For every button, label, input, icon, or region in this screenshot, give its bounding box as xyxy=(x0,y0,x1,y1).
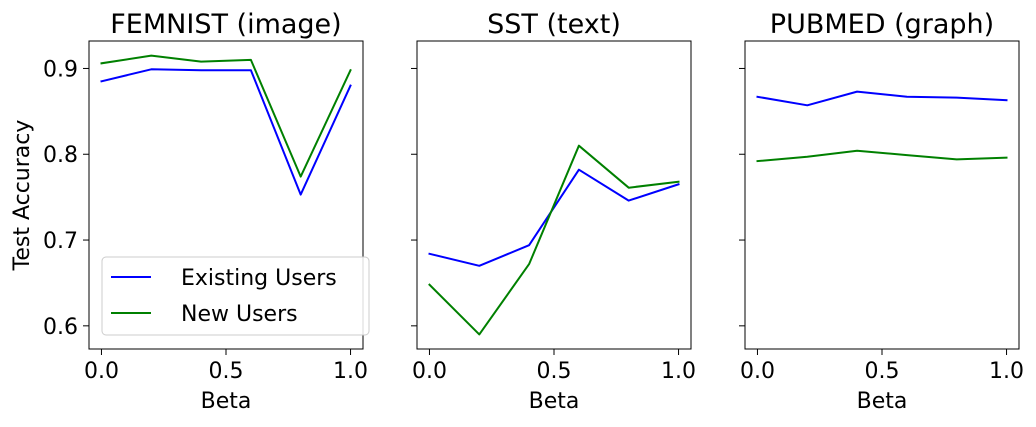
legend-box xyxy=(101,256,370,336)
x-tick-label-panel-2: 1.0 xyxy=(661,359,696,384)
y-tick-label: 0.6 xyxy=(43,315,78,340)
series-line-existing-users-panel-1 xyxy=(100,68,352,196)
panel-title-1: FEMNIST (image) xyxy=(110,9,341,40)
x-tick-label-panel-2: 0.0 xyxy=(412,359,447,384)
panel-title-2: SST (text) xyxy=(487,9,621,40)
series-line-new-users-panel-1 xyxy=(100,54,352,178)
x-tick-label-panel-1: 0.5 xyxy=(209,359,244,384)
y-tick-label: 0.8 xyxy=(43,143,78,168)
series-line-existing-users-panel-2 xyxy=(428,168,680,267)
x-axis-label-panel-1: Beta xyxy=(201,389,252,414)
series-line-new-users-panel-2 xyxy=(428,144,680,336)
series-line-new-users-panel-3 xyxy=(756,149,1008,163)
x-tick-label-panel-3: 1.0 xyxy=(989,359,1024,384)
legend-label-existing-users: Existing Users xyxy=(181,266,337,291)
x-tick-label-panel-3: 0.0 xyxy=(740,359,775,384)
y-axis-label: Test Accuracy xyxy=(10,120,35,272)
legend-label-new-users: New Users xyxy=(181,302,298,327)
x-tick-label-panel-2: 0.5 xyxy=(537,359,572,384)
x-tick-label-panel-1: 1.0 xyxy=(333,359,368,384)
axes-frame-panel-3 xyxy=(744,40,1020,350)
x-axis-label-panel-2: Beta xyxy=(529,389,580,414)
axes-frame-panel-2 xyxy=(416,40,692,350)
y-tick-label: 0.7 xyxy=(43,229,78,254)
y-tick-label: 0.9 xyxy=(43,57,78,82)
series-line-existing-users-panel-3 xyxy=(756,90,1008,107)
panel-title-3: PUBMED (graph) xyxy=(770,9,994,40)
x-tick-label-panel-3: 0.5 xyxy=(865,359,900,384)
x-axis-label-panel-3: Beta xyxy=(857,389,908,414)
x-tick-label-panel-1: 0.0 xyxy=(84,359,119,384)
